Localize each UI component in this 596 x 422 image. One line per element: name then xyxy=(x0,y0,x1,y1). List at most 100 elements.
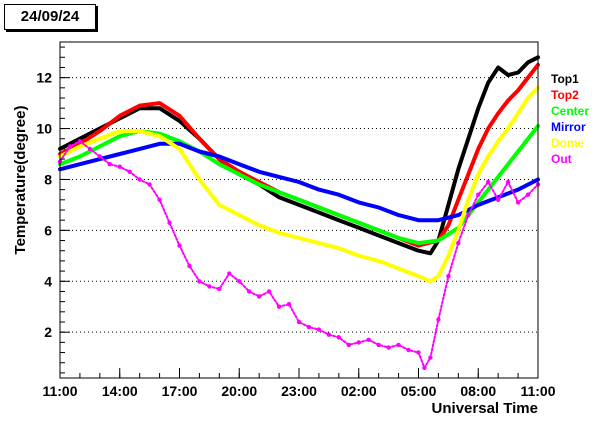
data-point xyxy=(78,144,82,148)
data-point xyxy=(157,197,162,202)
data-point xyxy=(357,200,361,204)
x-tick-label: 05:00 xyxy=(401,383,437,399)
data-point xyxy=(277,175,281,179)
data-point xyxy=(117,164,123,169)
data-point xyxy=(496,197,501,202)
data-point xyxy=(446,254,450,258)
data-point xyxy=(476,203,480,207)
data-point xyxy=(516,70,520,75)
data-point xyxy=(158,106,162,110)
data-point xyxy=(525,192,531,197)
data-point xyxy=(158,101,162,105)
date-title: 24/09/24 xyxy=(4,4,96,30)
data-point xyxy=(207,284,212,289)
data-point xyxy=(422,365,427,370)
data-point xyxy=(346,342,351,348)
data-point xyxy=(127,169,132,174)
data-point xyxy=(428,355,433,360)
data-point xyxy=(317,205,321,210)
data-point xyxy=(317,210,321,215)
data-point xyxy=(456,228,460,232)
data-point xyxy=(118,134,122,138)
axes: 2 4 6 8 10 12 11:00 14:00 17:00 20:00 23:00 02:00 05… xyxy=(36,46,556,399)
data-point xyxy=(326,332,332,337)
legend-entry-out: Out xyxy=(551,152,572,166)
data-point xyxy=(397,266,401,271)
x-tick-label: 11:00 xyxy=(42,383,77,399)
data-point xyxy=(436,274,440,278)
data-point xyxy=(436,238,440,243)
data-point xyxy=(237,162,241,166)
data-point xyxy=(486,179,491,185)
data-point xyxy=(167,220,172,225)
data-point xyxy=(377,259,381,263)
data-point xyxy=(466,198,470,202)
series-layer xyxy=(57,55,541,370)
data-point xyxy=(377,228,381,232)
data-point xyxy=(217,286,222,292)
data-point xyxy=(286,302,292,307)
x-axis-title: Universal Time xyxy=(432,400,538,417)
data-point xyxy=(337,213,341,217)
data-point xyxy=(118,114,122,118)
data-point xyxy=(406,347,411,353)
series-top1 xyxy=(58,55,540,256)
data-point xyxy=(416,249,421,253)
data-point xyxy=(476,106,480,110)
data-point xyxy=(416,241,421,245)
data-point xyxy=(276,304,282,309)
data-point xyxy=(486,154,490,159)
data-point xyxy=(297,236,301,240)
data-point xyxy=(376,342,381,348)
data-point xyxy=(377,205,381,210)
data-point xyxy=(138,104,142,108)
data-point xyxy=(428,251,432,255)
y-tick-label: 4 xyxy=(44,273,52,289)
series-line-top1 xyxy=(58,55,540,256)
data-point xyxy=(397,236,401,240)
data-point xyxy=(296,319,302,325)
data-point xyxy=(516,188,520,192)
data-point xyxy=(505,179,511,185)
data-point xyxy=(217,162,221,166)
data-point xyxy=(446,223,450,227)
legend-entry-mirror: Mirror xyxy=(551,120,586,134)
data-point xyxy=(98,137,102,141)
legend-entry-center: Center xyxy=(551,104,589,118)
data-point xyxy=(516,111,520,115)
y-tick-label: 12 xyxy=(36,70,52,86)
data-point xyxy=(97,154,103,159)
x-tick-label: 23:00 xyxy=(281,383,317,399)
data-point xyxy=(306,324,312,330)
data-point xyxy=(78,154,82,159)
data-point xyxy=(446,203,450,207)
legend: Top1 Top2 Center Mirror Dome Out xyxy=(551,72,589,166)
data-point xyxy=(357,226,361,230)
data-point xyxy=(416,350,421,355)
data-point xyxy=(466,172,470,176)
data-point xyxy=(277,195,281,199)
data-point xyxy=(177,119,182,123)
data-point xyxy=(197,279,202,284)
data-point xyxy=(386,345,391,350)
data-point xyxy=(316,327,322,332)
data-point xyxy=(466,212,471,218)
data-point xyxy=(506,73,510,77)
data-point xyxy=(98,144,102,148)
data-point xyxy=(257,223,261,227)
data-point xyxy=(237,279,242,284)
data-point xyxy=(87,146,93,152)
data-point xyxy=(138,129,142,133)
data-point xyxy=(428,279,432,283)
y-axis-title: Temperature(degree) xyxy=(12,106,29,255)
data-point xyxy=(177,243,182,248)
data-point xyxy=(177,114,182,118)
data-point xyxy=(486,81,490,85)
data-point xyxy=(118,129,122,133)
data-point xyxy=(397,241,401,245)
data-point xyxy=(337,193,341,197)
data-point xyxy=(197,177,201,182)
data-point xyxy=(357,221,361,225)
data-point xyxy=(496,111,500,115)
